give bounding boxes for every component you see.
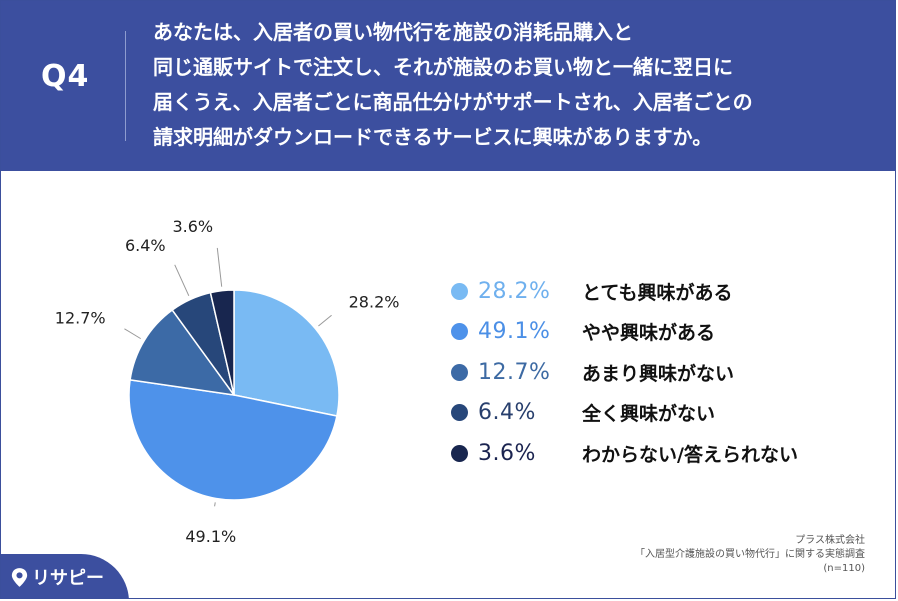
legend-label: やや興味がある — [582, 322, 716, 345]
legend-percent: 28.2% — [478, 278, 551, 304]
pie-value-label: 3.6% — [172, 217, 213, 236]
legend-swatch — [451, 404, 468, 422]
map-pin-icon — [11, 567, 28, 587]
legend-percent: 12.7% — [478, 359, 551, 385]
question-header: Q4 あなたは、入居者の買い物代行を施設の消耗品購入と 同じ通販サイトで注文し、… — [1, 1, 895, 171]
pie-chart: 28.2% 49.1% 12.7% 6.4% 3.6% — [55, 217, 400, 546]
legend-item: 3.6% わからない/答えられない — [451, 433, 871, 474]
legend-item: 12.7% あまり興味がない — [451, 352, 871, 393]
legend-label: あまり興味がない — [582, 362, 735, 385]
legend-swatch — [451, 323, 468, 341]
pie-value-label: 12.7% — [55, 308, 106, 327]
pie-value-label: 49.1% — [185, 527, 236, 546]
leader-line — [216, 247, 223, 287]
pie-slice — [233, 289, 340, 417]
pie-slice — [129, 309, 236, 396]
source-company: プラス株式会社 — [795, 535, 865, 546]
legend-swatch — [451, 444, 468, 462]
legend-item: 49.1% やや興味がある — [451, 312, 871, 353]
pie-slice — [209, 289, 235, 396]
legend-label: わからない/答えられない — [582, 443, 798, 466]
logo: リサピー — [11, 562, 104, 592]
question-line: あなたは、入居者の買い物代行を施設の消耗品購入と — [153, 20, 633, 44]
leader-line — [124, 328, 141, 340]
leader-line — [174, 264, 190, 297]
chart-legend: 28.2% とても興味がある 49.1% やや興味がある 12.7% あまり興味がない 6.… — [451, 271, 871, 474]
question-line: 請求明細がダウンロードできるサービスに興味がありますか。 — [153, 125, 713, 149]
leader-line — [214, 502, 216, 507]
pie-value-label: 28.2% — [349, 292, 400, 311]
legend-percent: 49.1% — [478, 319, 551, 345]
legend-label: とても興味がある — [582, 281, 733, 304]
source-survey: 「入居型介護施設の買い物代行」に関する実態調査 — [635, 549, 865, 560]
logo-text: リサピー — [32, 568, 104, 589]
legend-swatch — [451, 363, 468, 381]
question-number: Q4 — [41, 59, 90, 94]
leader-line — [318, 314, 332, 327]
question-text: あなたは、入居者の買い物代行を施設の消耗品購入と 同じ通販サイトで注文し、それが… — [153, 15, 873, 155]
question-line: 届くうえ、入居者ごとに商品仕分けがサポートされ、入居者ごとの — [153, 90, 753, 114]
legend-item: 6.4% 全く興味がない — [451, 393, 871, 434]
question-line: 同じ通販サイトで注文し、それが施設のお買い物と一緒に翌日に — [153, 55, 733, 79]
legend-swatch — [451, 282, 468, 300]
pie-slice — [128, 379, 338, 501]
source-note: プラス株式会社 「入居型介護施設の買い物代行」に関する実態調査 (n=110) — [635, 534, 865, 576]
legend-item: 28.2% とても興味がある — [451, 271, 871, 312]
pie-value-label: 6.4% — [125, 236, 166, 255]
header-divider — [125, 31, 126, 141]
legend-percent: 6.4% — [478, 400, 536, 426]
source-sample-size: (n=110) — [823, 563, 865, 574]
legend-percent: 3.6% — [478, 440, 536, 466]
legend-label: 全く興味がない — [582, 403, 716, 426]
